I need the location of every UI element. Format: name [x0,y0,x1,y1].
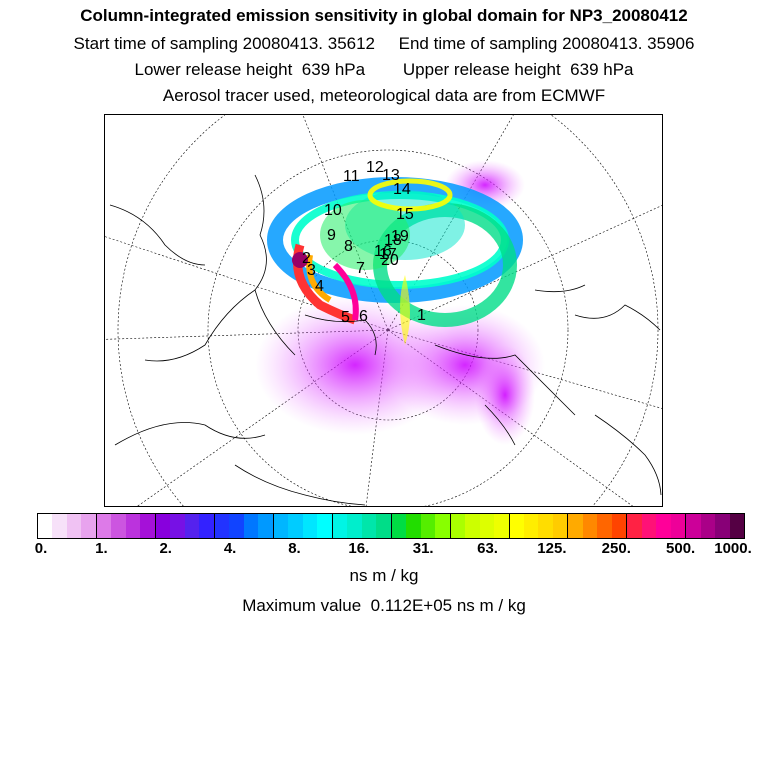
colorbar-swatch [552,514,569,538]
colorbar-swatch [317,514,333,538]
colorbar-swatch [450,514,466,538]
colorbar-swatch [568,514,583,538]
track-label-17: 17 [379,246,397,263]
colorbar-swatch [597,514,612,538]
plot-title: Column-integrated emission sensitivity i… [80,6,688,25]
colorbar-swatch [38,514,53,538]
colorbar-swatch [538,514,553,538]
colorbar-swatch [641,514,657,538]
colorbar-swatch [361,514,377,538]
colorbar-tick-label: 1. [95,540,108,557]
colorbar-swatch [391,514,407,538]
colorbar-swatch [52,514,67,538]
colorbar [37,513,745,539]
colorbar-swatch [479,514,495,538]
track-label-8: 8 [344,238,353,255]
maximum-value: Maximum value 0.112E+05 ns m / kg [242,596,526,615]
colorbar-ticks: 0. 1. 2. 4. 8. 16. 31. 63. 125. 250. 500. 1000. [0,540,768,560]
map-canvas: 1 2 3 4 5 6 7 8 9 10 11 12 13 14 15 16 1… [105,115,662,506]
colorbar-swatch [509,514,524,538]
track-labels: 1 2 3 4 5 6 7 8 9 10 11 12 13 14 15 16 1… [302,159,426,326]
colorbar-swatch [229,514,244,538]
track-label-2: 2 [302,250,311,267]
colorbar-swatch [66,514,82,538]
colorbar-swatch [214,514,230,538]
track-label-7: 7 [356,260,365,277]
colorbar-swatch [700,514,716,538]
colorbar-tick-label: 250. [601,540,631,557]
track-label-13: 13 [382,167,400,184]
track-label-4: 4 [315,278,324,295]
sampling-time-line: Start time of sampling 20080413. 35612 E… [73,34,695,53]
track-label-19: 19 [391,228,409,245]
track-label-3: 3 [307,262,316,279]
colorbar-swatch [288,514,303,538]
track-label-14: 14 [393,181,411,198]
colorbar-tick-label: 63. [477,540,498,557]
colorbar-swatch [420,514,436,538]
colorbar-tick-label: 8. [288,540,301,557]
colorbar-swatch [96,514,112,538]
colorbar-swatch [170,514,185,538]
colorbar-swatch [715,514,730,538]
colorbar-units: ns m / kg [349,566,419,585]
colorbar-swatch [347,514,362,538]
plume-high [292,243,359,325]
plume-mid [267,177,523,345]
colorbar-swatch [376,514,392,538]
colorbar-swatch [670,514,687,538]
release-height-line: Lower release height 639 hPa Upper relea… [134,60,634,79]
track-label-16: 16 [374,243,392,260]
colorbar-swatch [332,514,348,538]
colorbar-swatch [465,514,480,538]
track-label-11: 11 [343,168,360,185]
colorbar-swatch [611,514,628,538]
track-label-18: 18 [384,232,402,249]
colorbar-swatch [184,514,200,538]
track-label-12: 12 [366,159,384,176]
colorbar-swatch [729,514,745,538]
colorbar-tick-label: 16. [348,540,370,557]
sensitivity-map: 1 2 3 4 5 6 7 8 9 10 11 12 13 14 15 16 1… [104,114,663,507]
track-label-1: 1 [417,307,426,324]
track-label-5: 5 [341,309,350,326]
colorbar-tick-label: 125. [537,540,567,557]
colorbar-tick-label: 1000. [714,540,752,557]
colorbar-swatch [140,514,156,538]
track-label-20: 20 [381,252,399,269]
colorbar-swatch [302,514,318,538]
track-label-10: 10 [324,202,342,219]
colorbar-tick-label: 500. [666,540,696,557]
colorbar-swatch [435,514,451,538]
tracer-info-line: Aerosol tracer used, meteorological data… [162,86,606,105]
colorbar-tick-label: 2. [159,540,172,557]
colorbar-swatch [155,514,171,538]
colorbar-swatch [656,514,671,538]
colorbar-tick-label: 31. [412,540,434,557]
colorbar-swatch [243,514,259,538]
colorbar-swatch [406,514,421,538]
track-label-6: 6 [359,308,368,325]
track-label-15: 15 [396,206,414,223]
colorbar-swatch [111,514,126,538]
colorbar-swatch [582,514,598,538]
colorbar-swatch [81,514,97,538]
coastlines [109,174,662,506]
colorbar-swatch [627,514,642,538]
colorbar-swatch [523,514,539,538]
colorbar-swatch [199,514,215,538]
colorbar-swatch [273,514,289,538]
colorbar-swatch [494,514,510,538]
colorbar-swatch [125,514,141,538]
track-label-9: 9 [327,227,336,244]
colorbar-swatch [258,514,274,538]
colorbar-tick-label: 4. [223,540,237,557]
colorbar-tick-label: 0. [34,540,48,557]
colorbar-swatch [686,514,701,538]
